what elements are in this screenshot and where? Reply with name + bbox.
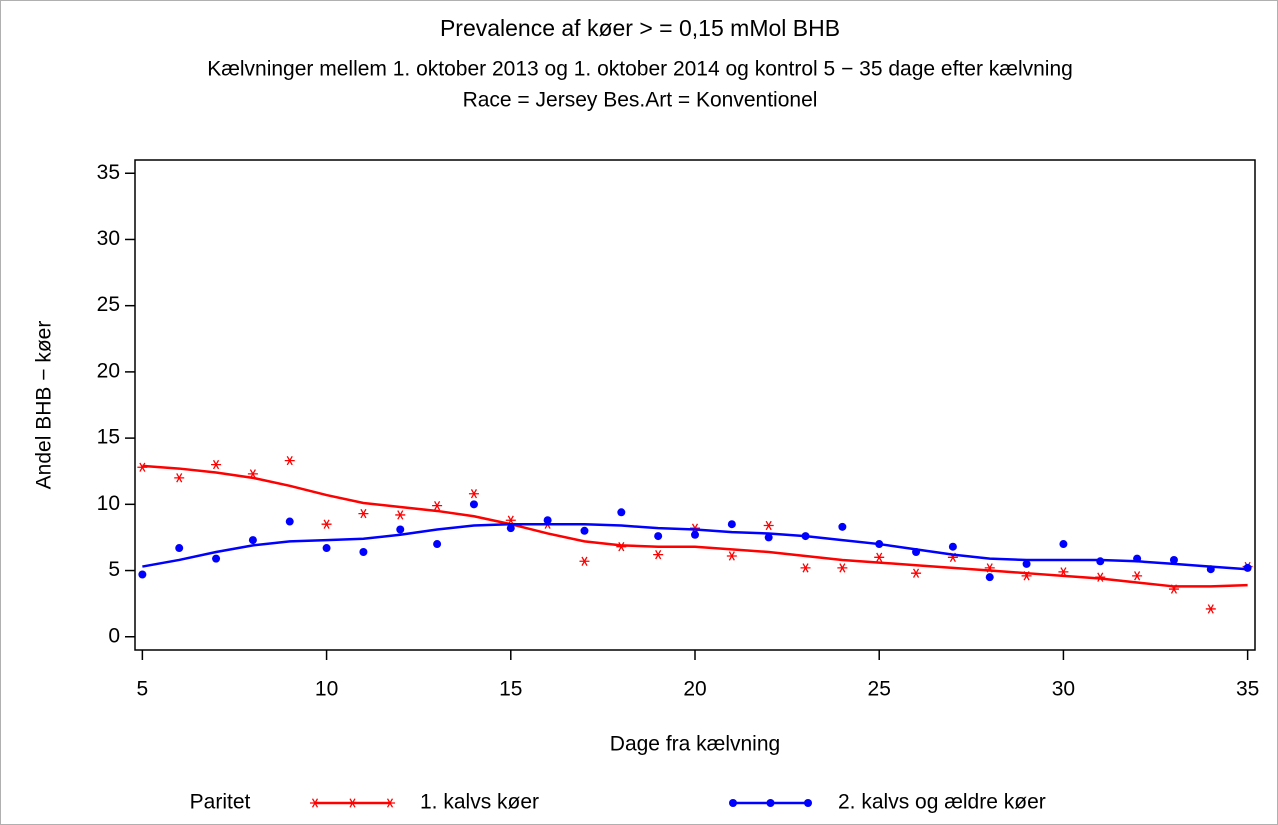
data-point xyxy=(579,556,590,566)
data-point xyxy=(433,540,442,549)
data-point xyxy=(948,542,957,551)
y-tick-label: 20 xyxy=(97,359,120,382)
x-tick-label: 10 xyxy=(315,678,338,701)
data-point xyxy=(1022,559,1031,568)
data-point xyxy=(248,536,257,545)
y-tick-label: 15 xyxy=(97,426,120,449)
y-tick-label: 0 xyxy=(108,624,120,647)
data-point xyxy=(875,540,884,549)
legend-label: 2. kalvs og ældre køer xyxy=(838,791,1046,814)
data-point xyxy=(801,532,810,541)
data-point xyxy=(284,455,295,466)
data-point xyxy=(1132,571,1143,581)
data-point xyxy=(174,473,185,483)
data-point xyxy=(1021,571,1032,581)
legend-marker xyxy=(385,798,395,808)
x-tick-label: 20 xyxy=(683,678,706,701)
data-point xyxy=(137,462,148,472)
data-point xyxy=(212,554,221,563)
data-point xyxy=(1205,604,1216,614)
x-tick-label: 30 xyxy=(1052,678,1075,701)
data-point xyxy=(838,522,847,531)
x-tick-label: 25 xyxy=(868,678,891,701)
data-point xyxy=(432,500,443,511)
data-point xyxy=(506,524,515,533)
data-point xyxy=(617,508,626,517)
x-tick-label: 35 xyxy=(1236,678,1259,701)
data-point xyxy=(984,563,995,573)
data-point xyxy=(1168,584,1179,594)
data-point xyxy=(727,520,736,529)
data-point xyxy=(1243,563,1252,572)
data-point xyxy=(1096,557,1105,566)
y-axis-label: Andel BHB − køer xyxy=(33,321,56,490)
legend-title: Paritet xyxy=(190,791,251,814)
data-point xyxy=(691,530,699,539)
chart-subtitle: Race = Jersey Bes.Art = Konventionel xyxy=(463,89,818,112)
data-point xyxy=(1059,540,1068,549)
data-point xyxy=(247,469,258,479)
legend-marker xyxy=(310,798,320,808)
data-point xyxy=(359,548,368,556)
data-point xyxy=(763,520,774,531)
data-point xyxy=(616,542,627,552)
data-point xyxy=(395,510,406,520)
fit-line xyxy=(142,464,1248,588)
data-point xyxy=(985,573,994,582)
data-point xyxy=(175,544,184,553)
data-point xyxy=(285,517,294,526)
y-tick-label: 30 xyxy=(97,227,120,250)
y-tick-label: 5 xyxy=(108,558,120,581)
chart-subtitle: Kælvninger mellem 1. oktober 2013 og 1. … xyxy=(207,58,1073,81)
data-point xyxy=(764,533,773,542)
fit-line xyxy=(142,522,1248,571)
chart-title: Prevalence af køer > = 0,15 mMol BHB xyxy=(440,15,840,41)
data-point xyxy=(1095,572,1106,582)
data-point xyxy=(580,526,589,535)
legend-marker xyxy=(347,798,358,808)
data-point xyxy=(468,489,479,499)
data-point xyxy=(726,551,737,561)
data-point xyxy=(874,552,885,562)
data-point xyxy=(912,548,921,556)
data-point xyxy=(837,563,848,573)
data-point xyxy=(653,549,664,560)
data-point xyxy=(1133,554,1142,563)
data-point xyxy=(1206,565,1215,574)
data-point xyxy=(1058,567,1069,577)
legend-marker xyxy=(804,799,812,807)
data-point xyxy=(1169,555,1178,564)
x-tick-label: 5 xyxy=(137,678,149,701)
data-point xyxy=(322,544,331,553)
legend-marker xyxy=(729,799,737,807)
data-point xyxy=(469,500,478,509)
data-point xyxy=(396,525,405,534)
data-point xyxy=(654,532,663,541)
data-point xyxy=(358,508,369,519)
data-point xyxy=(138,570,147,579)
data-point xyxy=(911,568,922,578)
x-tick-label: 15 xyxy=(499,678,522,701)
data-point xyxy=(800,563,811,573)
legend-marker xyxy=(766,799,775,807)
data-point xyxy=(543,516,552,525)
data-point xyxy=(211,459,222,470)
y-tick-label: 35 xyxy=(97,161,120,184)
x-axis-label: Dage fra kælvning xyxy=(610,733,780,756)
y-tick-label: 25 xyxy=(97,293,120,316)
legend-label: 1. kalvs køer xyxy=(420,791,539,814)
data-point xyxy=(321,519,332,529)
y-tick-label: 10 xyxy=(97,492,120,515)
